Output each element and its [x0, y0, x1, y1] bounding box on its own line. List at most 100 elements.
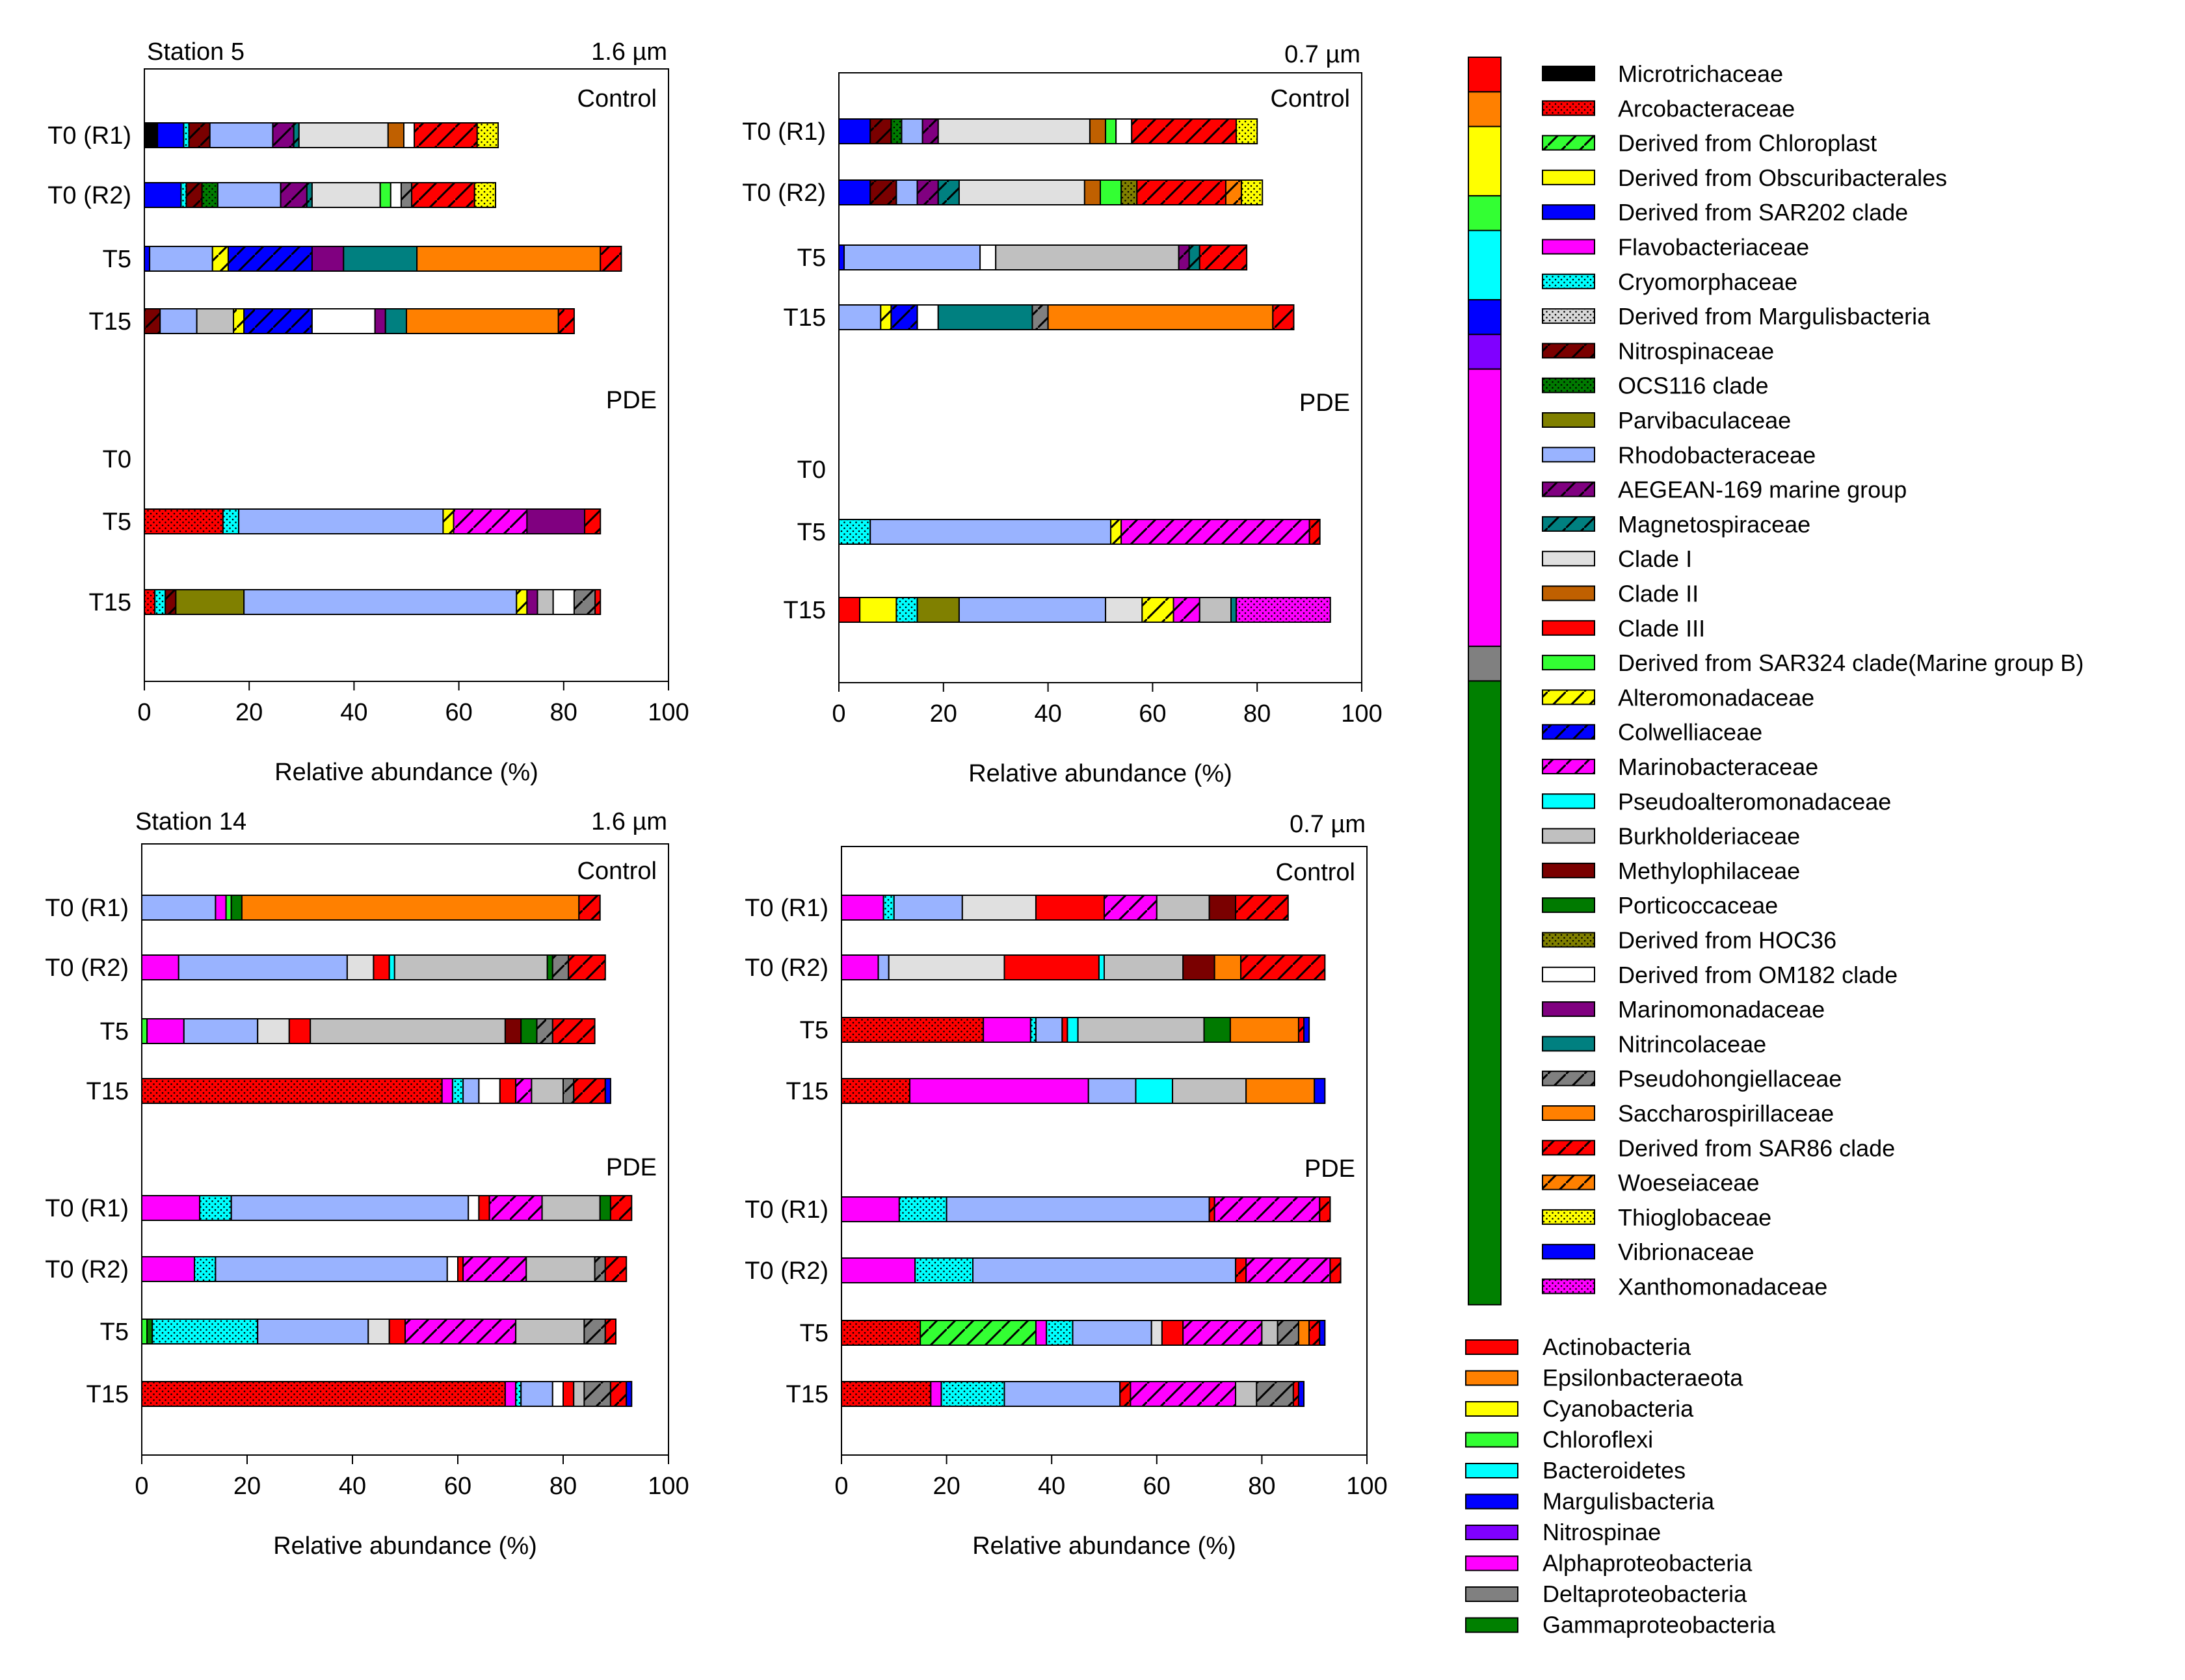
row-label: T5	[800, 1017, 828, 1044]
bar-segment-derived-from-sar86-clade	[1235, 895, 1289, 921]
phylum-swatch-cyanobacteria	[1465, 1401, 1518, 1417]
legend-swatch-aegean-169-marine-group	[1542, 481, 1595, 497]
bar-segment-saccharospirillaceae	[1297, 1320, 1310, 1346]
bar-segment-burkholderiaceae	[1172, 1078, 1247, 1104]
bar-segment-thioglobaceae	[1236, 118, 1258, 144]
bar-segment-marinobacteraceae	[462, 1256, 527, 1282]
bar-segment-vibrionaceae	[1314, 1078, 1326, 1104]
bar-segment-derived-from-sar86-clade	[1292, 1381, 1299, 1407]
bar-segment-rhodobacteraceae	[895, 179, 918, 205]
bar-segment-methylophilaceae	[1182, 954, 1215, 980]
treatment-label-pde: PDE	[1304, 1155, 1355, 1183]
bar-segment-marinobacteraceae	[404, 1319, 517, 1345]
legend-label: Alteromonadaceae	[1618, 684, 1814, 711]
legend-label: Saccharospirillaceae	[1618, 1100, 1834, 1127]
bar-segment-marinomonadaceae	[374, 308, 386, 334]
x-tick-label: 0	[135, 1473, 148, 1500]
bar-segment-clade-iii	[1035, 895, 1105, 921]
bar-segment-colwelliaceae	[227, 246, 313, 272]
legend-swatch-colwelliaceae	[1542, 724, 1595, 740]
legend-swatch-vibrionaceae	[1542, 1244, 1595, 1260]
strip-cyanobacteria	[1468, 125, 1502, 197]
phylum-label: Actinobacteria	[1543, 1333, 1691, 1360]
bar-segment-derived-from-sar86-clade	[1240, 954, 1326, 980]
bar-segment-porticoccaceae	[230, 895, 243, 921]
strip-gammaproteobacteria	[1468, 680, 1502, 1306]
legend-swatch-derived-from-sar86-clade	[1542, 1140, 1595, 1156]
bar-segment-marinobacteraceae	[453, 508, 528, 534]
bar-segment-burkholderiaceae	[541, 1195, 601, 1221]
bar-segment-nitrospinaceae	[185, 182, 203, 208]
bar-segment-rhodobacteraceae	[217, 182, 282, 208]
legend-swatch-arcobacteraceae	[1542, 100, 1595, 116]
row-label: T0	[103, 446, 131, 473]
bar-segment-vibrionaceae	[626, 1381, 633, 1407]
bar-segment-rhodobacteraceae	[869, 519, 1112, 545]
x-tick-label: 100	[1346, 1473, 1387, 1500]
x-tick-label: 60	[445, 699, 472, 726]
bar-segment-marinobacteraceae	[1245, 1257, 1331, 1283]
bar-segment-xanthomonadaceae	[1236, 597, 1331, 623]
phylum-legend: Actinobacteria Epsilonbacteraeota Cyanobac…	[1465, 1333, 1776, 1638]
bar-segment-cryomorphaceae	[515, 1381, 522, 1407]
row-label: T0 (R1)	[45, 1195, 129, 1222]
bar-segment-derived-from-sar202-clade	[144, 182, 182, 208]
bar-segment-saccharospirillaceae	[1213, 954, 1242, 980]
bar-segment-rhodobacteraceae	[1035, 1017, 1063, 1043]
bar-segment-derived-from-sar86-clade	[1131, 118, 1238, 144]
bar-segment-woeseiaceae	[1225, 179, 1243, 205]
legend-swatch-clade-ii	[1542, 585, 1595, 601]
phylum-swatch-epsilonbacteraeota	[1465, 1370, 1518, 1386]
bar-segment-clade-ii	[1089, 118, 1107, 144]
x-tick-label: 40	[339, 1473, 366, 1500]
bar-segment-clade-i	[1150, 1320, 1163, 1346]
bar-segment-flavobacteriaceae	[930, 1381, 942, 1407]
bar-segment-vibrionaceae	[1297, 1381, 1305, 1407]
phylum-label: Margulisbacteria	[1543, 1488, 1715, 1515]
bar-segment-rhodobacteraceae	[243, 589, 518, 615]
bar-segment-aegean-169-marine-group	[272, 122, 295, 148]
bar-segment-derived-from-sar86-clade	[1308, 519, 1321, 545]
bar-segment-nitrincolaceae	[384, 308, 408, 334]
legend-swatch-porticoccaceae	[1542, 897, 1595, 913]
bar-segment-clade-iii	[838, 597, 861, 623]
x-tick-label: 60	[444, 1473, 471, 1500]
bar-segment-alteromonadaceae	[1141, 597, 1174, 623]
bar-segment-derived-from-sar202-clade	[838, 118, 871, 144]
legend-label: Marinobacteraceae	[1618, 754, 1818, 780]
bar-segment-derived-from-om182-clade	[311, 308, 376, 334]
plot-frame	[838, 72, 1362, 683]
phylum-color-strip	[1468, 57, 1502, 1306]
phylum-swatch-actinobacteria	[1465, 1339, 1518, 1355]
bar-segment-arcobacteraceae	[141, 1381, 506, 1407]
bar-segment-alteromonadaceae	[233, 308, 245, 334]
legend-swatch-marinobacteraceae	[1542, 759, 1595, 774]
plot-frame	[141, 843, 669, 1456]
bar-segment-rhodobacteraceae	[520, 1381, 553, 1407]
bar-segment-aegean-169-marine-group	[916, 179, 939, 205]
bar-segment-derived-from-sar324-clade-marine-group-b	[141, 1319, 148, 1345]
filter-size-label: 0.7 µm	[1284, 41, 1360, 68]
bar-segment-cryomorphaceae	[183, 122, 190, 148]
treatment-label-control: Control	[1276, 859, 1356, 886]
bar-segment-aegean-169-marine-group	[1178, 244, 1190, 270]
bar-segment-parvibaculaceae	[175, 589, 245, 615]
bar-segment-burkholderiaceae	[1198, 597, 1232, 623]
legend-label: Pseudohongiellaceae	[1618, 1066, 1842, 1092]
phylum-label: Epsilonbacteraeota	[1543, 1365, 1743, 1391]
row-label: T15	[86, 1078, 129, 1105]
bar-segment-clade-iii	[478, 1195, 490, 1221]
legend-label: Derived from SAR86 clade	[1618, 1135, 1895, 1161]
bar-segment-clade-ii	[1083, 179, 1102, 205]
bar-segment-nitrospinaceae	[165, 589, 177, 615]
phylum-swatch-alphaproteobacteria	[1465, 1555, 1518, 1571]
bar-segment-arcobacteraceae	[841, 1078, 911, 1104]
x-tick-label: 0	[834, 1473, 848, 1500]
bar-segment-pseudohongiellaceae	[1256, 1381, 1294, 1407]
legend-label: Thioglobaceae	[1618, 1204, 1771, 1231]
bar-segment-flavobacteriaceae	[141, 1195, 201, 1221]
bar-segment-cryomorphaceae	[199, 1195, 232, 1221]
phylum-label: Alphaproteobacteria	[1543, 1550, 1753, 1577]
bar-segment-marinobacteraceae	[1213, 1196, 1321, 1222]
